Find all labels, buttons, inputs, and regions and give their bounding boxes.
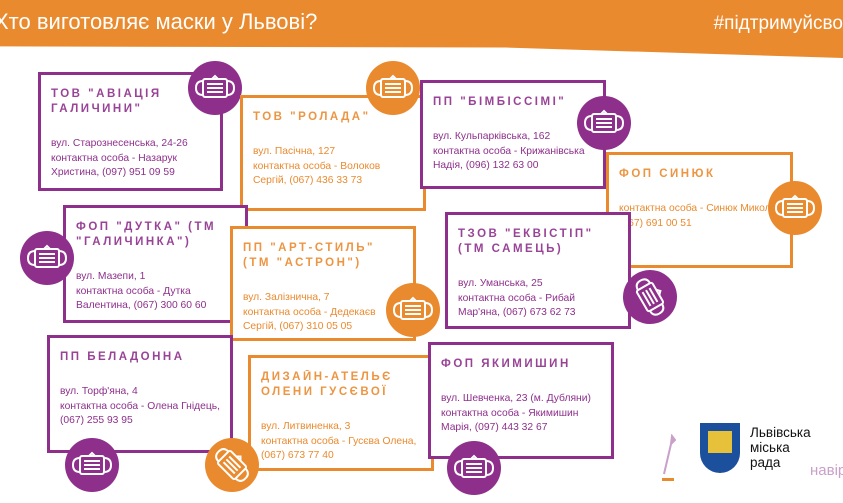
company-name: ТОВ "РОЛАДА" [253,111,371,123]
face-mask-icon [366,61,420,115]
company-name: ФОП СИНЮК [619,168,716,180]
company-contact: вул. Пасічна, 127 контактна особа - Воло… [253,146,381,186]
company-card: ТЗОВ "ЕКВІСТІП" (ТМ САМЕЦЬ) вул. Уманська… [445,212,631,329]
face-mask-icon [20,231,74,285]
face-mask-icon [386,283,440,337]
company-contact: вул. Мазепи, 1 контактна особа - Дутка В… [76,271,207,311]
tagline: навіру [810,462,843,479]
company-contact: вул. Уманська, 25 контактна особа - Риба… [458,278,576,318]
company-name: ФОП ЯКИМИШИН [441,358,571,370]
feather-icon [662,434,676,481]
company-card: ФОП "ДУТКА" (ТМ "ГАЛИЧИНКА") вул. Мазепи,… [63,205,248,323]
company-card: ФОП СИНЮК контактна особа - Синюк Микола,… [606,152,793,268]
company-name: ПП БЕЛАДОННА [60,351,185,363]
company-contact: контактна особа - Синюк Микола, (067) 69… [619,203,780,229]
company-name: ТЗОВ "ЕКВІСТІП" (ТМ САМЕЦЬ) [458,228,594,255]
company-contact: вул. Торф'яна, 4 контактна особа - Олена… [60,386,220,426]
company-card: ДИЗАЙН-АТЕЛЬЄ ОЛЕНИ ГУСЄВОЇ вул. Литвинен… [248,355,434,471]
company-contact: вул. Кульпарківська, 162 контактна особа… [433,131,585,171]
face-mask-icon [768,181,822,235]
company-contact: вул. Литвиненка, 3 контактна особа - Гус… [261,421,417,461]
lviv-coat-of-arms-icon [700,423,740,473]
company-card: ПП "АРТ-СТИЛЬ" (ТМ "АСТРОН") вул. Залізни… [230,226,416,341]
header-banner: Хто виготовляє маски у Львові? #підтриму… [0,0,843,58]
face-mask-icon [65,438,119,492]
company-name: ФОП "ДУТКА" (ТМ "ГАЛИЧИНКА") [76,221,217,248]
face-mask-icon [188,61,242,115]
page-title: Хто виготовляє маски у Львові? [0,9,318,34]
face-mask-icon [613,260,687,334]
company-name: ТОВ "АВІАЦІЯ ГАЛИЧИНИ" [51,88,162,115]
company-name: ПП "БІМБІССІМІ" [433,96,567,108]
company-contact: вул. Залізнична, 7 контактна особа - Дед… [243,292,376,332]
company-contact: вул. Шевченка, 23 (м. Дубляни) контактна… [441,393,591,433]
face-mask-icon [447,441,501,495]
company-contact: вул. Старознесенська, 24-26 контактна ос… [51,138,188,178]
city-council-logo: Львівська міська рада [750,425,811,470]
company-name: ДИЗАЙН-АТЕЛЬЄ ОЛЕНИ ГУСЄВОЇ [261,371,393,398]
company-name: ПП "АРТ-СТИЛЬ" (ТМ "АСТРОН") [243,242,375,269]
face-mask-icon [193,426,271,503]
company-card: ПП БЕЛАДОННА вул. Торф'яна, 4 контактна о… [47,335,233,453]
face-mask-icon [577,96,631,150]
company-card: ФОП ЯКИМИШИН вул. Шевченка, 23 (м. Дублян… [428,342,614,459]
hashtag: #підтримуйсво [713,13,843,34]
company-card: ПП "БІМБІССІМІ" вул. Кульпарківська, 162 … [420,80,606,189]
